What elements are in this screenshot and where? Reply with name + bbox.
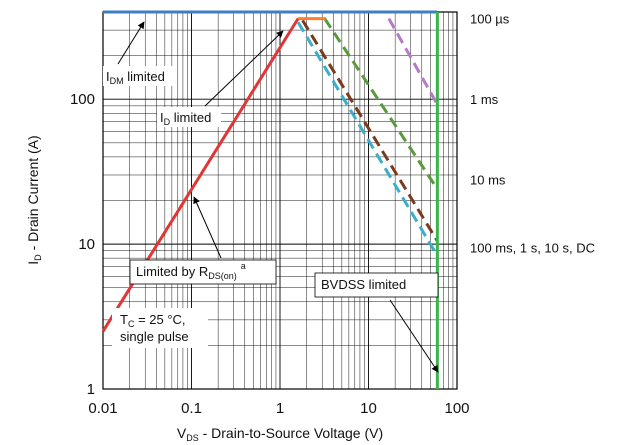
x-tick-label: 0.01 [88,400,117,417]
curve-label: 100 ms, 1 s, 10 s, DC [470,240,595,255]
bvdss-arrow [389,299,439,373]
curve-label: 10 ms [470,172,506,187]
tc-label-line2: single pulse [120,329,189,344]
idm-label-box [103,66,173,86]
rds-arrow [193,196,222,259]
curve-labels: 100 µs 1 ms 10 ms 100 ms, 1 s, 10 s, DC [470,12,595,256]
y-axis-label-main: I [25,261,41,265]
curve-label: 1 ms [470,92,499,107]
series-line-3 [323,17,439,190]
idm-arrow [117,21,145,65]
tc-label-line1: TC = 25 °C, [120,312,186,329]
y-axis-label: ID - Drain Current (A) [25,135,43,264]
y-tick-label: 1 [87,381,95,398]
idm-limited-label: IDM limited [106,69,165,86]
bvdss-label-box [314,272,439,298]
rds-main: Limited by R [136,264,208,279]
x-tick-label: 0.1 [181,400,202,417]
rds-label-box [129,259,277,285]
tc-sub: C [128,319,135,329]
x-tick-label: 1 [276,400,284,417]
rds-sub: DS(on) [208,271,237,281]
series-line-4 [301,19,439,242]
series-line-2 [387,17,439,106]
y-tick-label: 10 [78,236,95,253]
x-axis-label-rest: - Drain-to-Source Voltage (V) [199,425,383,441]
idm-main: I [106,69,110,84]
y-axis-label-rest: - Drain Current (A) [25,135,41,254]
x-tick-label: 10 [360,400,377,417]
tc-main: T [120,312,128,327]
curve-label: 100 µs [470,12,510,27]
id-main: I [160,110,164,125]
id-label-box [157,107,221,127]
rds-limited-label: Limited by RDS(on) a [136,261,246,281]
y-tick-label: 100 [70,91,95,108]
idm-sub: DM [110,76,124,86]
y-axis-label-sub: D [33,254,43,261]
idm-rest: limited [124,69,165,84]
series-line-5 [296,21,439,257]
x-axis-label-sub: DS [186,433,199,443]
tc-rest: = 25 °C, [134,312,185,327]
tick-labels: 0.01 0.1 1 10 100 1 10 100 [70,91,470,417]
rds-sup: a [241,261,246,271]
id-sub: D [164,117,171,127]
bvdss-limited-label: BVDSS limited [321,277,406,292]
id-rest: limited [170,110,211,125]
x-axis-label: VDS - Drain-to-Source Voltage (V) [177,425,383,443]
id-limited-label: ID limited [160,110,211,127]
x-axis-label-main: V [177,425,187,441]
id-arrow [204,30,284,107]
tc-label-box [112,308,208,348]
x-tick-label: 100 [444,400,469,417]
